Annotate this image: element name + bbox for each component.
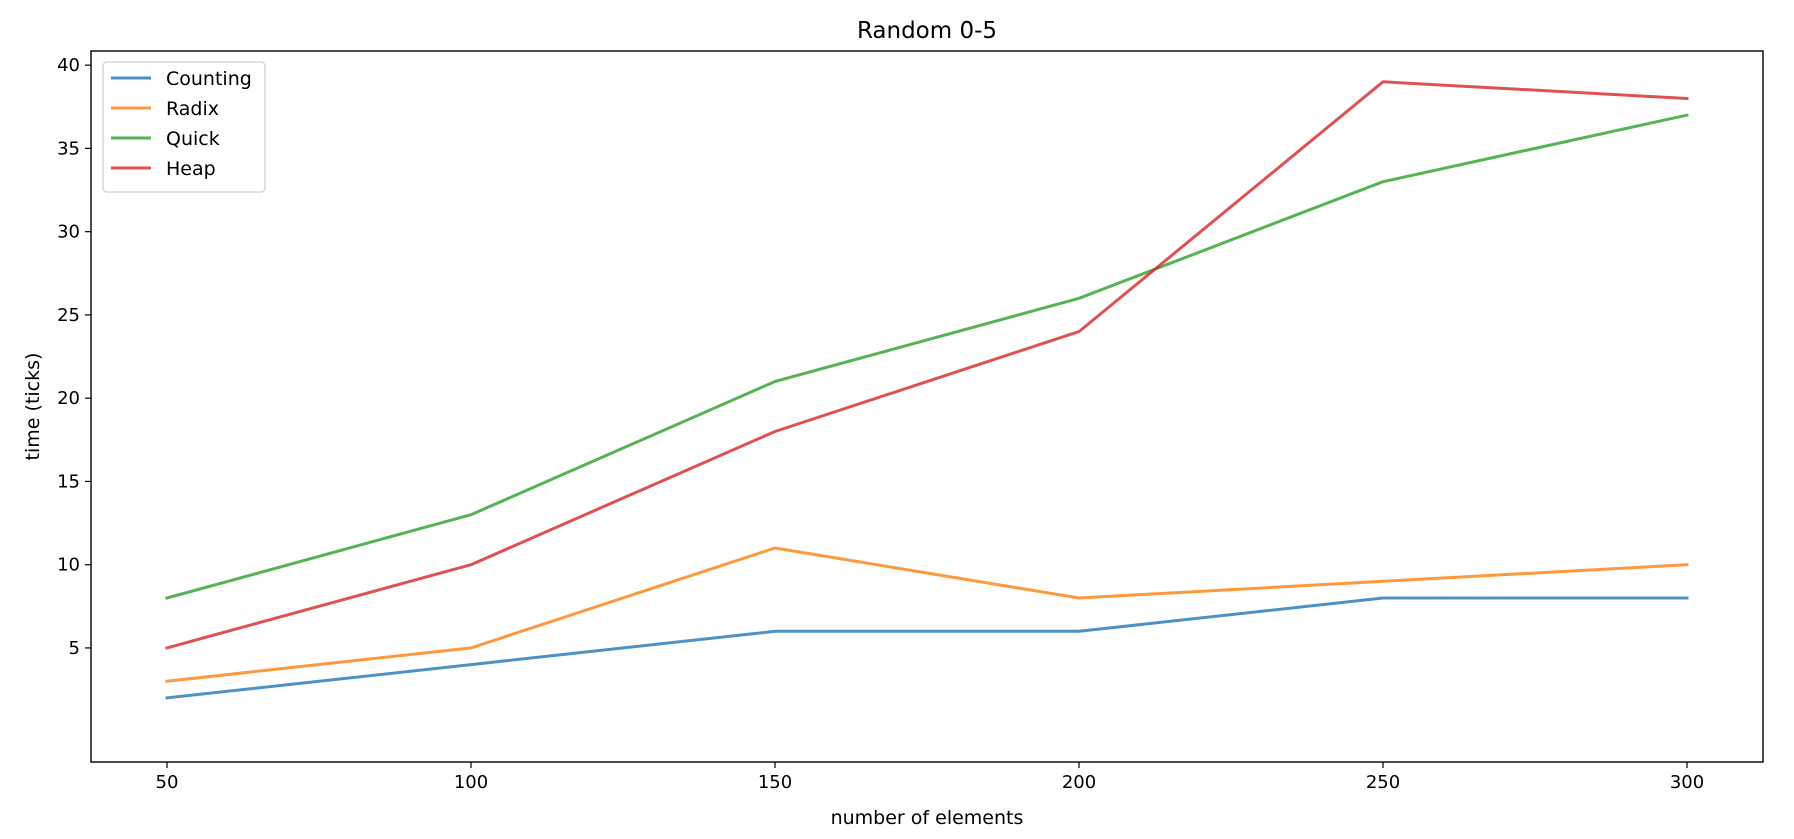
series-line-counting [165, 596, 1689, 700]
y-tick-label: 35 [57, 138, 80, 159]
y-axis-label: time (ticks) [22, 353, 44, 461]
chart-title: Random 0-5 [857, 18, 997, 44]
x-tick-label: 300 [1670, 772, 1704, 793]
legend-box [102, 61, 266, 193]
y-tick-label: 30 [57, 222, 80, 243]
y-tick-label: 5 [69, 638, 80, 659]
legend-label-quick: Quick [166, 128, 220, 150]
legend-label-radix: Radix [166, 98, 219, 120]
x-tick-label: 150 [758, 772, 792, 793]
series-line-heap [165, 80, 1689, 650]
x-tick-label: 100 [454, 772, 488, 793]
y-axis-ticks: 5 10 15 20 25 30 35 40 [57, 55, 91, 659]
legend-label-heap: Heap [166, 158, 216, 180]
legend: Counting Radix Quick Heap [102, 61, 266, 193]
y-tick-label: 40 [57, 55, 80, 76]
y-tick-label: 10 [57, 555, 80, 576]
plot-marks [165, 80, 1689, 700]
series-line-quick [165, 113, 1689, 600]
y-tick-label: 25 [57, 305, 80, 326]
x-tick-label: 200 [1062, 772, 1096, 793]
y-tick-label: 15 [57, 471, 80, 492]
y-tick-label: 20 [57, 388, 80, 409]
legend-label-counting: Counting [166, 68, 252, 90]
x-axis-ticks: 50 100 150 200 250 300 [156, 762, 1704, 793]
x-axis-label: number of elements [831, 807, 1024, 829]
x-tick-label: 250 [1366, 772, 1400, 793]
plot-frame [90, 50, 1764, 763]
series-line-radix [165, 546, 1689, 683]
x-tick-label: 50 [156, 772, 179, 793]
